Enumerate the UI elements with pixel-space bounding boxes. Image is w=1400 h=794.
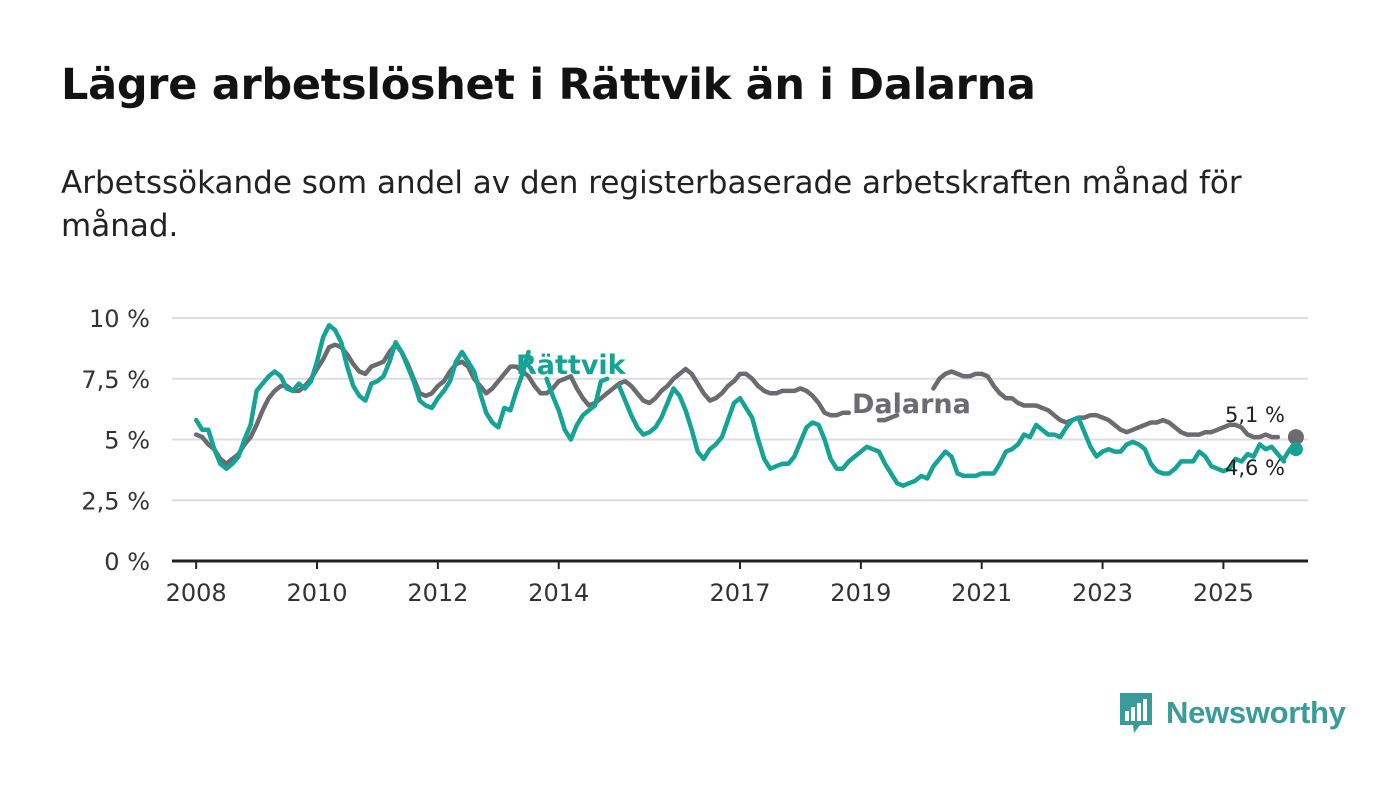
dalarna-end-label: 5,1 % [1225,403,1285,427]
x-tick-label: 2012 [407,579,468,607]
chart-subtitle: Arbetssökande som andel av den registerb… [61,165,1242,244]
rattvik-line [193,323,531,471]
x-tick-label: 2014 [528,579,589,607]
x-tick-label: 2021 [951,579,1012,607]
x-tick-label: 2019 [830,579,891,607]
dalarna-line [931,369,1281,440]
series-labels: 5,1 % 4,6 % Rättvik Dalarna [516,350,1285,480]
series-lines [193,323,1304,488]
x-tick-label: 2010 [286,579,347,607]
y-tick-label: 0 % [104,548,150,576]
x-axis-ticks: 2008 2010 2012 2014 2017 2019 2021 2023 2025 [166,561,1254,607]
rattvik-end-marker [1288,442,1303,457]
newsworthy-logo-icon [1120,693,1152,733]
brand-name: Newsworthy [1166,695,1346,730]
line-chart: 0 % 2,5 % 5 % 7,5 % 10 % 2008 2010 2012 2014 201… [81,305,1308,607]
x-tick-label: 2017 [709,579,770,607]
rattvik-end-label: 4,6 % [1225,456,1285,480]
y-tick-label: 5 % [104,427,150,455]
x-tick-label: 2025 [1193,579,1254,607]
dalarna-line [876,412,900,423]
rattvik-line [616,383,1287,488]
dalarna-end-marker [1287,429,1304,446]
rattvik-line [544,376,610,442]
rattvik-series-label: Rättvik [516,350,627,381]
y-axis-tick-labels: 0 % 2,5 % 5 % 7,5 % 10 % [81,305,150,576]
dalarna-series-label: Dalarna [852,389,971,420]
y-tick-label: 10 % [89,305,150,333]
x-tick-label: 2008 [166,579,227,607]
gridlines [172,317,1308,502]
x-tick-label: 2023 [1072,579,1133,607]
y-tick-label: 7,5 % [81,366,150,394]
chart-title: Lägre arbetslöshet i Rättvik än i Dalarn… [61,60,1036,110]
y-tick-label: 2,5 % [81,487,150,515]
newsworthy-brand[interactable]: Newsworthy [1118,690,1346,736]
